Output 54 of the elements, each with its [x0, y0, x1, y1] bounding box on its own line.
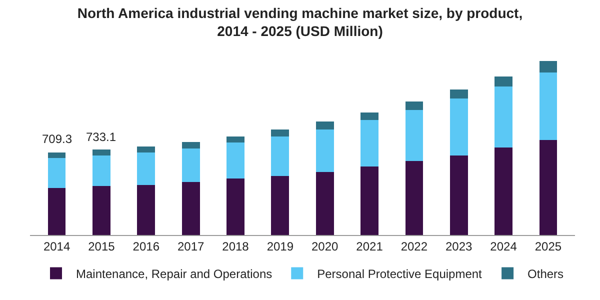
legend-label: Maintenance, Repair and Operations: [76, 266, 272, 281]
bar: [226, 136, 244, 143]
x-tick-label: 2025: [534, 239, 562, 254]
bar: [494, 86, 512, 148]
bar: [48, 158, 66, 188]
bar: [271, 136, 290, 176]
bar: [360, 120, 378, 166]
legend-label: Others: [528, 266, 564, 281]
x-tick-label: 2014: [43, 239, 70, 254]
bar: [539, 72, 558, 140]
x-tick-label: 2020: [311, 239, 339, 254]
bar: [360, 166, 378, 235]
bar: [405, 160, 424, 235]
x-tick-label: 2021: [356, 239, 384, 254]
bar: [450, 89, 468, 99]
x-tick-label: 2019: [266, 239, 294, 254]
bar: [316, 121, 334, 130]
bar: [405, 110, 424, 161]
bar: [137, 152, 156, 185]
bar: [539, 140, 558, 235]
bar: [226, 178, 244, 235]
bar: [92, 186, 110, 235]
x-tick-label: 2023: [446, 239, 473, 254]
bar: [226, 142, 244, 179]
bar: [137, 146, 156, 153]
bar: [48, 152, 66, 158]
bar: [450, 98, 468, 156]
bar: [405, 102, 424, 110]
bar: [360, 112, 378, 120]
x-tick-label: 2022: [400, 239, 428, 254]
bar: [182, 148, 200, 182]
legend-label: Personal Protective Equipment: [317, 266, 483, 281]
annotation: 709.3: [42, 132, 72, 146]
x-tick-label: 2017: [177, 239, 204, 254]
bar: [271, 129, 290, 136]
bar: [271, 176, 290, 235]
bar: [539, 61, 558, 73]
bar: [450, 155, 468, 235]
x-tick-label: 2016: [132, 239, 160, 254]
x-tick-label: 2024: [490, 239, 518, 254]
bar: [494, 76, 512, 87]
bar: [137, 184, 156, 235]
bar: [48, 188, 66, 235]
annotation: 733.1: [86, 130, 116, 144]
bar: [316, 129, 334, 172]
bar: [92, 150, 110, 156]
bar: [182, 182, 200, 235]
x-tick-label: 2018: [222, 239, 250, 254]
bar: [182, 142, 200, 149]
chart-title: North America industrial vending machine market size, by product, 2014 - 2025 (USD Million): [77, 5, 523, 40]
bar: [316, 172, 334, 235]
bar: [92, 156, 110, 186]
x-tick-label: 2015: [88, 239, 116, 254]
bar: [494, 147, 512, 235]
